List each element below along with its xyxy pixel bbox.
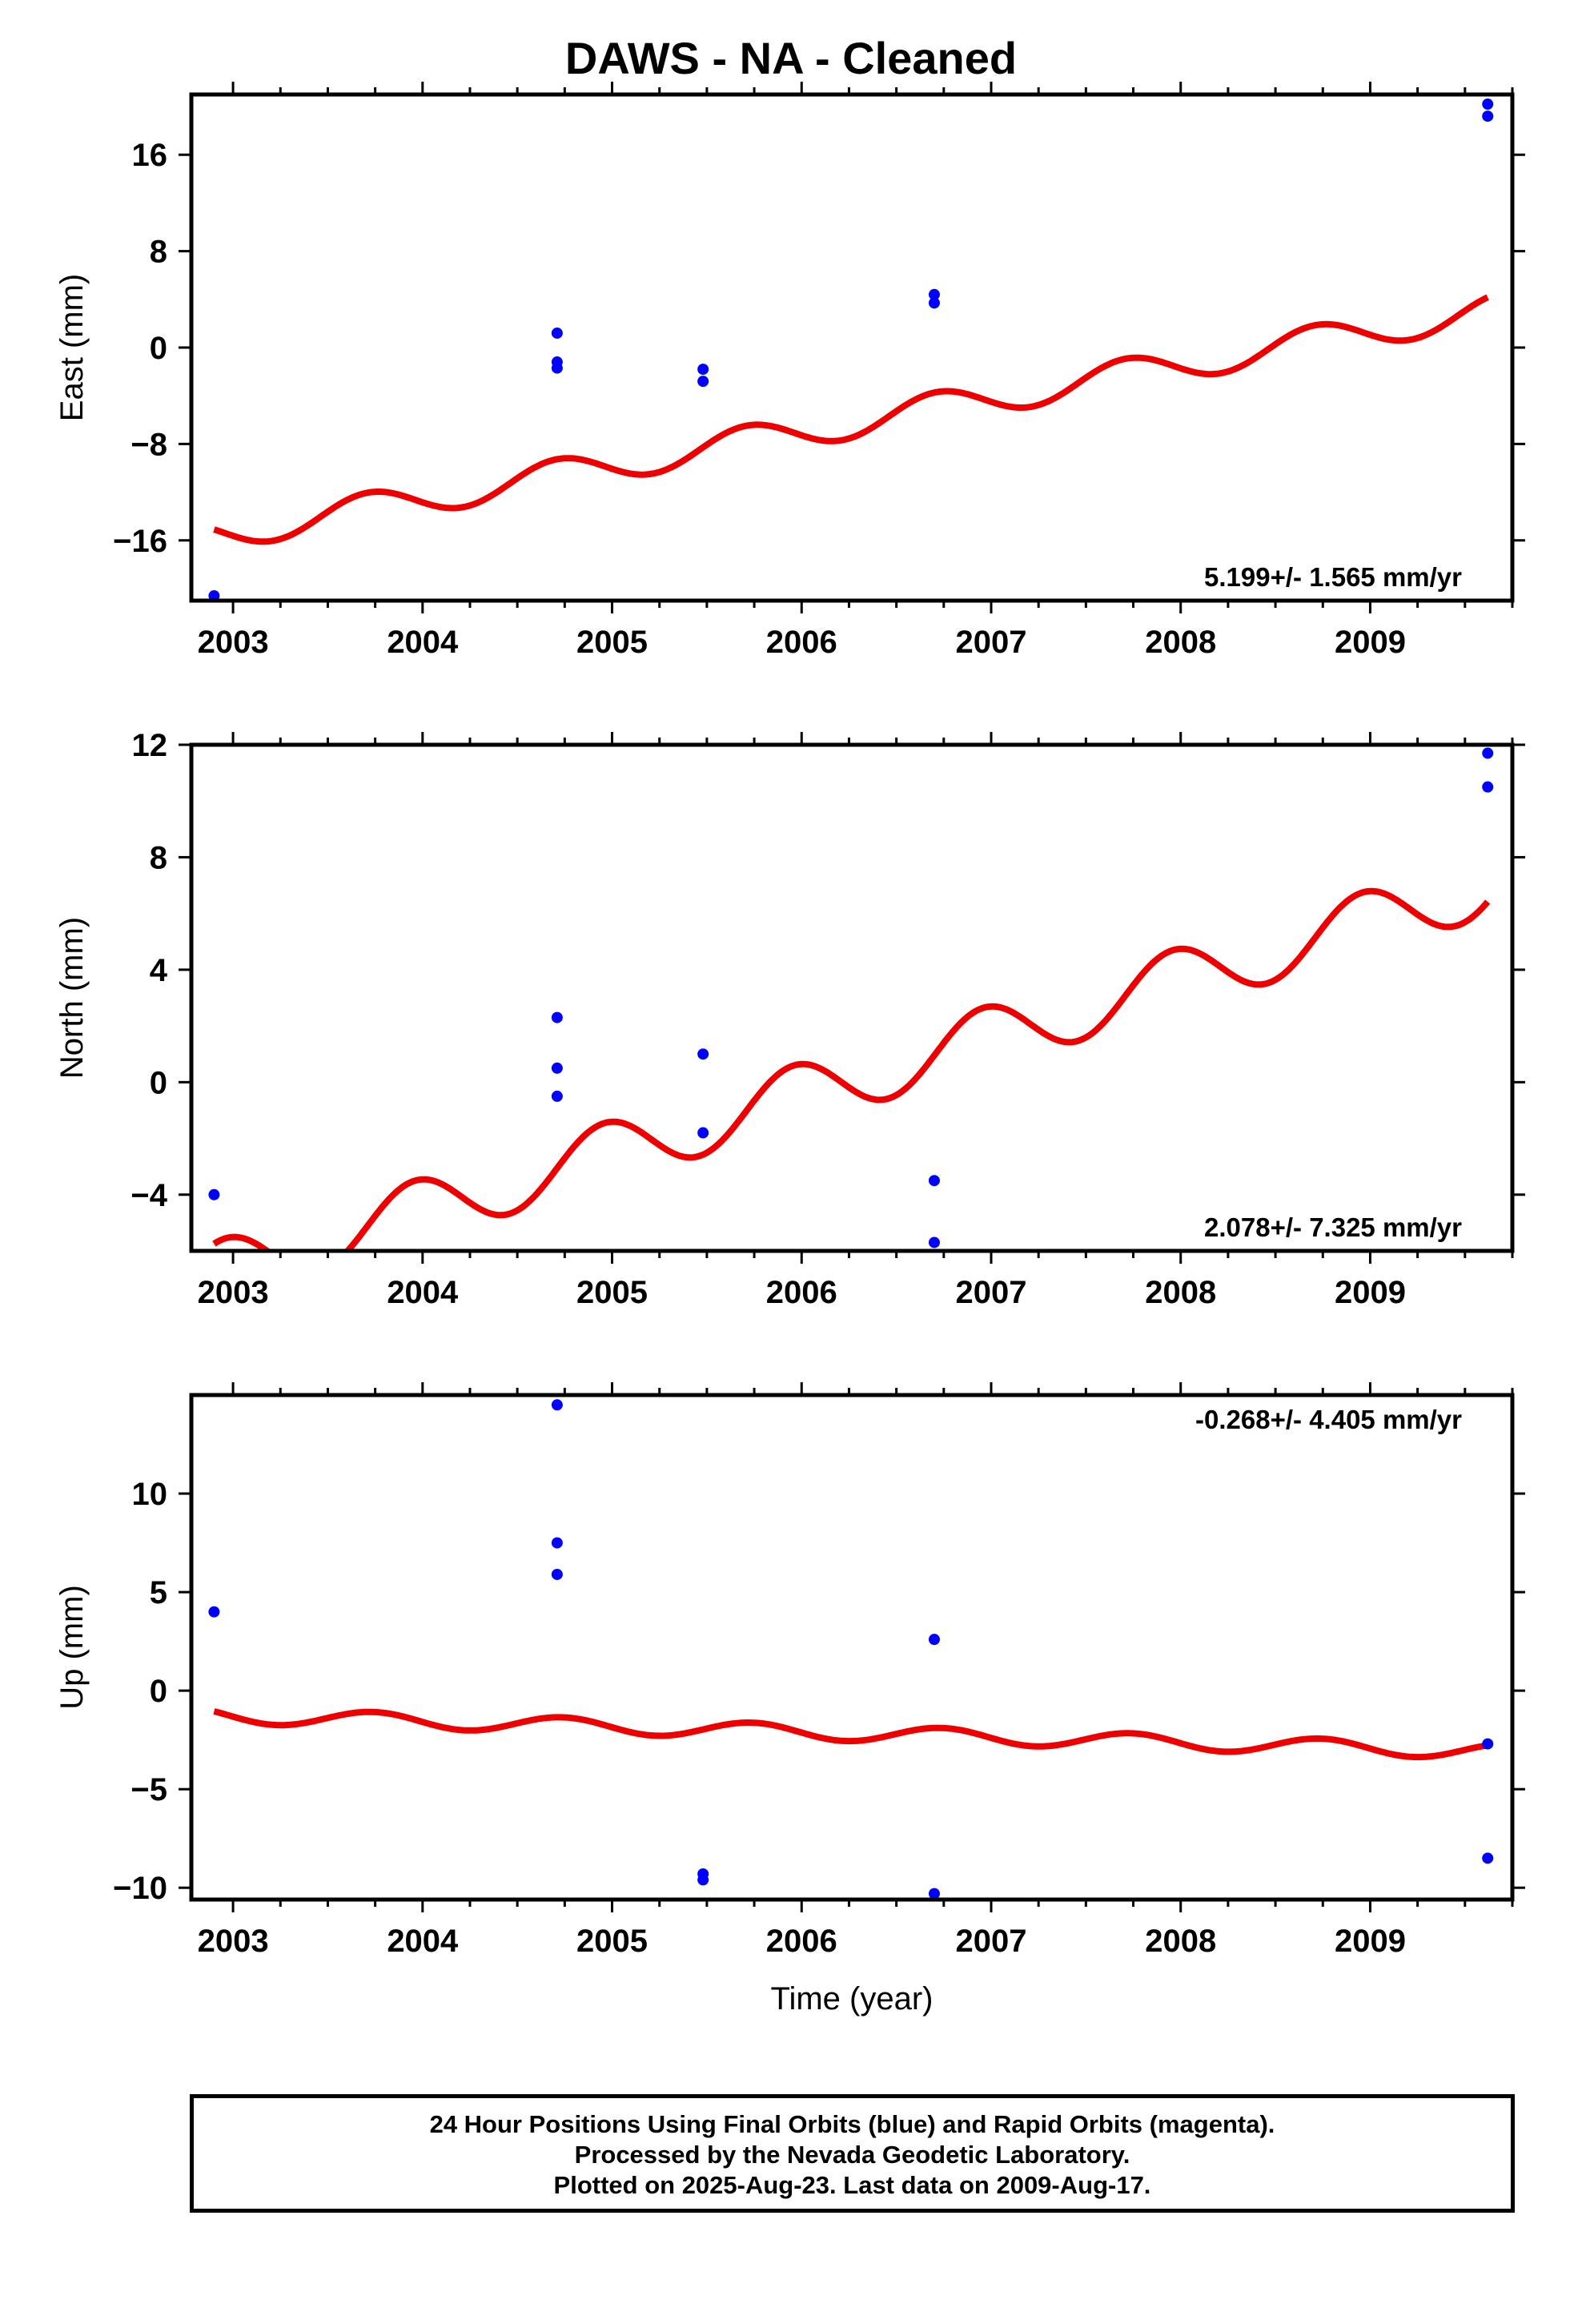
x-tick-label: 2005 — [576, 625, 648, 660]
footer-line-1: 24 Hour Positions Using Final Orbits (bl… — [429, 2110, 1275, 2138]
fit-line — [212, 887, 1491, 1251]
y-tick-label: 5 — [150, 1575, 167, 1610]
y-tick-label: 8 — [150, 840, 167, 875]
velocity-annotation: 5.199+/- 1.565 mm/yr — [1204, 562, 1462, 592]
x-tick-label: 2006 — [766, 1924, 837, 1959]
data-point — [928, 1888, 940, 1900]
y-tick-label: −16 — [113, 524, 167, 559]
data-point — [208, 589, 220, 601]
x-tick-label: 2009 — [1335, 625, 1406, 660]
footer-caption-box: 24 Hour Positions Using Final Orbits (bl… — [190, 2094, 1515, 2213]
data-point — [551, 1537, 563, 1549]
y-tick-label: 16 — [132, 138, 168, 173]
data-point — [928, 1634, 940, 1646]
plot-frame — [189, 1393, 1515, 1902]
data-point — [928, 288, 940, 300]
x-tick-label: 2008 — [1145, 625, 1216, 660]
y-tick-label: −4 — [130, 1178, 167, 1213]
x-tick-label: 2004 — [387, 1924, 459, 1959]
plot-frame — [189, 92, 1515, 603]
x-tick-label: 2009 — [1335, 1275, 1406, 1310]
x-tick-label: 2007 — [956, 1275, 1027, 1310]
data-point — [551, 327, 563, 339]
y-axis-label: East (mm) — [54, 274, 90, 421]
y-axis-label: North (mm) — [54, 917, 90, 1079]
data-point — [551, 1011, 563, 1023]
velocity-annotation: 2.078+/- 7.325 mm/yr — [1204, 1212, 1462, 1242]
x-axis-label: Time (year) — [771, 1981, 934, 2016]
x-tick-label: 2008 — [1145, 1924, 1216, 1959]
data-point — [551, 1090, 563, 1102]
y-tick-label: 0 — [150, 331, 167, 366]
velocity-annotation: -0.268+/- 4.405 mm/yr — [1195, 1405, 1462, 1434]
north-panel: 2003 2004 2005 2006 2007 2008 2009 −4 0 4 8 12 North… — [54, 728, 1525, 1310]
data-point — [697, 1048, 709, 1060]
data-point — [551, 1399, 563, 1411]
x-tick-label: 2003 — [198, 625, 269, 660]
x-tick-label: 2003 — [198, 1924, 269, 1959]
data-point — [928, 1236, 940, 1248]
x-tick-label: 2004 — [387, 1275, 459, 1310]
fit-line — [213, 1708, 1488, 1761]
data-point — [1482, 1738, 1494, 1750]
y-tick-label: −8 — [130, 427, 167, 462]
x-tick-label: 2006 — [766, 625, 837, 660]
x-tick-label: 2006 — [766, 1275, 837, 1310]
data-point — [697, 364, 709, 376]
x-tick-label: 2009 — [1335, 1924, 1406, 1959]
y-tick-label: 10 — [132, 1477, 168, 1512]
x-tick-label: 2005 — [576, 1275, 648, 1310]
y-tick-label: 0 — [150, 1065, 167, 1100]
data-point — [928, 1175, 940, 1187]
data-point — [1482, 99, 1494, 111]
data-point — [697, 1127, 709, 1139]
y-tick-label: 4 — [150, 953, 168, 988]
data-point — [928, 297, 940, 309]
footer-line-3: Plotted on 2025-Aug-23. Last data on 200… — [553, 2171, 1151, 2199]
data-point — [697, 376, 709, 388]
data-point — [1482, 1852, 1494, 1864]
fit-line — [213, 294, 1489, 545]
x-tick-label: 2004 — [387, 625, 459, 660]
data-point — [1482, 111, 1494, 123]
x-tick-label: 2007 — [956, 1924, 1027, 1959]
x-tick-label: 2005 — [576, 1924, 648, 1959]
y-tick-label: 0 — [150, 1674, 167, 1709]
data-point — [208, 1606, 220, 1618]
y-axis-label: Up (mm) — [54, 1585, 90, 1710]
data-point — [551, 1062, 563, 1074]
x-tick-label: 2007 — [956, 625, 1027, 660]
data-point — [551, 1568, 563, 1580]
chart-title: DAWS - NA - Cleaned — [564, 33, 1018, 83]
y-tick-label: 8 — [150, 235, 167, 270]
data-point — [208, 1188, 220, 1200]
east-panel: 2003 2004 2005 2006 2007 2008 2009 −16 −8 0 8 16 Eas… — [54, 82, 1525, 660]
x-tick-label: 2008 — [1145, 1275, 1216, 1310]
data-point — [551, 362, 563, 374]
data-point — [697, 1874, 709, 1886]
y-tick-label: −5 — [130, 1772, 167, 1807]
data-point — [1482, 781, 1494, 793]
up-panel: 2003 2004 2005 2006 2007 2008 2009 −10 −5 0 5 10 Up … — [54, 1382, 1525, 2016]
data-point — [1482, 747, 1494, 759]
y-tick-label: 12 — [132, 728, 168, 763]
plot-frame — [189, 742, 1515, 1253]
x-tick-label: 2003 — [198, 1275, 269, 1310]
footer-line-2: Processed by the Nevada Geodetic Laborat… — [574, 2141, 1130, 2169]
y-tick-label: −10 — [113, 1871, 167, 1906]
